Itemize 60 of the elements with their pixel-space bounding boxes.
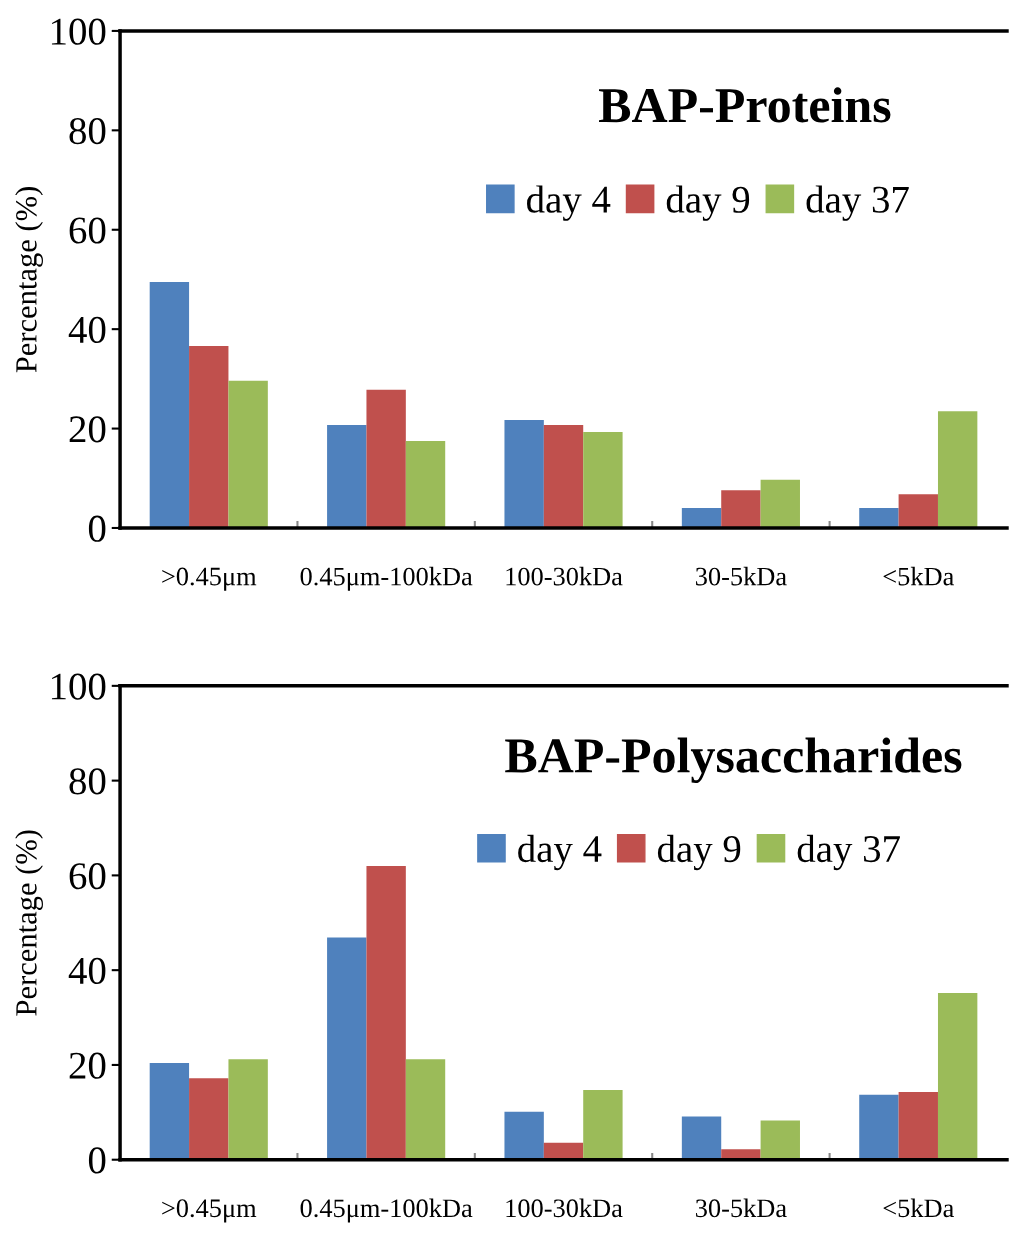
bar [681, 508, 722, 528]
text: BAP-Polysaccharides [505, 737, 962, 784]
bar [228, 380, 268, 528]
bar [504, 1111, 544, 1160]
legend-label: day 4 [518, 834, 602, 871]
y-axis-title: Percentage (%) [15, 830, 43, 1016]
x-tick-label: 100-30kDa [506, 566, 623, 586]
bar [327, 937, 367, 1160]
legend-label: day 9 [657, 834, 741, 871]
bar [366, 865, 406, 1160]
legend-label: day 4 [527, 185, 611, 221]
x-tick-label: 30-5kDa [696, 566, 787, 586]
y-tick-label: 0 [88, 515, 106, 542]
bar [898, 1091, 938, 1160]
bar [366, 389, 406, 528]
bar [228, 1059, 268, 1160]
bar [760, 1120, 800, 1160]
y-tick-label: 60 [69, 863, 106, 890]
bar [681, 1116, 722, 1160]
bar [327, 425, 367, 528]
bar [189, 346, 229, 528]
bar [859, 508, 899, 528]
x-tick-label: <5kDa [883, 1198, 954, 1218]
x-tick-label: 0.45μm-100kDa [300, 1198, 473, 1223]
y-tick-label: 0 [88, 1147, 106, 1174]
bar [937, 992, 978, 1160]
y-tick-label: 80 [69, 117, 106, 145]
x-tick-label: 30-5kDa [696, 1198, 787, 1218]
bar [898, 494, 938, 528]
x-tick-label: <5kDa [883, 566, 954, 586]
y-tick-label: 40 [68, 316, 106, 344]
bar [859, 1094, 899, 1160]
y-tick-label: 20 [69, 1052, 106, 1079]
y-tick-label: 60 [69, 217, 106, 244]
y-tick-label: 80 [69, 768, 106, 795]
x-tick-label: 100-30kDa [506, 1198, 623, 1218]
legend-label: day 37 [806, 185, 909, 221]
bar [405, 1059, 446, 1160]
bar [583, 1090, 623, 1160]
bar [405, 441, 446, 528]
bar [149, 1063, 190, 1160]
bar [189, 1078, 229, 1160]
y-axis-title: Percentage (%) [15, 187, 43, 373]
bar [937, 411, 978, 528]
bar [504, 420, 544, 528]
y-tick-label: 20 [69, 416, 106, 443]
x-tick-label: >0.45μm [162, 1199, 257, 1223]
text: BAP-Proteins [599, 87, 891, 123]
y-tick-label: 40 [68, 957, 106, 985]
legend-label: day 37 [797, 834, 900, 871]
y-tick-label: 100 [51, 18, 106, 45]
x-tick-label: >0.45μm [162, 567, 257, 591]
bar [721, 490, 761, 528]
bar [149, 281, 190, 528]
bar [543, 425, 584, 528]
legend-label: day 9 [666, 185, 750, 221]
bar [583, 432, 623, 528]
y-tick-label: 100 [51, 673, 106, 700]
x-tick-label: 0.45μm-100kDa [300, 566, 473, 591]
bar [760, 479, 800, 528]
